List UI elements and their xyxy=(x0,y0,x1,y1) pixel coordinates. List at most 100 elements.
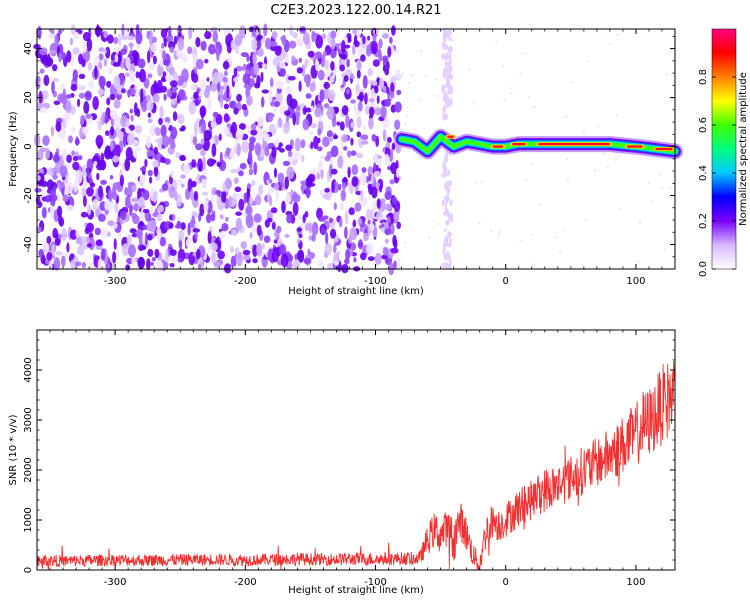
spectrogram-noise-blob xyxy=(344,258,350,265)
spectrogram-noise-blob xyxy=(361,167,367,173)
spectrogram-noise-blob xyxy=(200,106,205,119)
spectrogram-noise-blob xyxy=(356,131,362,138)
spectrogram-noise-blob xyxy=(298,57,302,63)
spectrogram-noise-blob xyxy=(42,135,50,147)
spectrogram-noise-blob xyxy=(202,191,209,196)
spectrogram-noise-blob xyxy=(394,101,402,113)
spectrogram-speck xyxy=(618,208,621,211)
spectrogram-noise-blob xyxy=(367,218,371,226)
spectrogram-speck xyxy=(480,180,483,183)
spectrogram-noise-blob xyxy=(70,24,76,36)
spectrogram-noise-blob xyxy=(253,161,258,176)
spectrogram-noise-blob xyxy=(51,81,55,94)
spectrogram-faint-blob xyxy=(449,237,452,245)
spectrogram-noise-blob xyxy=(270,40,278,47)
spectrogram-noise-blob xyxy=(66,50,72,63)
spectrogram-noise-blob xyxy=(70,126,76,133)
spectrogram-faint-blob xyxy=(443,246,446,255)
spectrogram-noise-blob xyxy=(230,245,234,254)
spectrogram-noise-blob xyxy=(113,115,121,128)
spectrogram-noise-blob xyxy=(264,146,270,157)
spectrogram-noise-blob xyxy=(72,155,79,162)
spectrogram-faint-blob xyxy=(447,180,452,187)
spectrogram-y-tick-label: -40 xyxy=(23,236,34,252)
spectrogram-noise-blob xyxy=(124,195,131,209)
spectrogram-noise-blob xyxy=(360,54,366,62)
spectrogram-noise-blob xyxy=(321,33,327,40)
spectrogram-noise-blob xyxy=(124,187,128,196)
spectrogram-noise-blob xyxy=(168,243,173,248)
spectrogram-noise-blob xyxy=(94,65,98,79)
spectrogram-noise-blob xyxy=(125,264,131,271)
spectrogram-noise-blob xyxy=(86,243,93,248)
spectrogram-noise-blob xyxy=(387,46,392,58)
spectrogram-noise-blob xyxy=(322,194,330,200)
spectrogram-noise-blob xyxy=(133,52,138,66)
spectrogram-noise-blob xyxy=(311,30,316,43)
spectrogram-noise-blob xyxy=(247,200,251,214)
spectrogram-faint-blob xyxy=(444,60,448,67)
spectrogram-noise-blob xyxy=(114,144,121,159)
spectrogram-noise-blob xyxy=(195,143,203,151)
spectrogram-speck xyxy=(639,221,641,224)
spectrogram-noise-blob xyxy=(359,172,367,187)
spectrogram-faint-blob xyxy=(443,35,447,43)
spectrogram-noise-blob xyxy=(146,149,152,157)
spectrogram-noise-blob xyxy=(255,127,263,141)
spectrogram-y-axis-label: Frequency (Hz) xyxy=(8,111,19,187)
spectrogram-noise-blob xyxy=(234,247,240,255)
spectrogram-noise-blob xyxy=(360,252,367,261)
spectrogram-noise-blob xyxy=(314,58,319,71)
spectrogram-noise-blob xyxy=(131,212,137,219)
spectrogram-noise-blob xyxy=(210,159,217,164)
spectrogram-noise-blob xyxy=(394,119,401,131)
spectrogram-noise-blob xyxy=(152,55,157,65)
spectrogram-noise-blob xyxy=(319,155,327,160)
spectrogram-noise-blob xyxy=(202,156,206,171)
spectrogram-noise-blob xyxy=(371,186,378,199)
spectrogram-noise-blob xyxy=(78,92,86,99)
spectrogram-noise-blob xyxy=(89,182,96,188)
spectrogram-noise-blob xyxy=(393,212,399,222)
spectrogram-noise-blob xyxy=(296,67,303,74)
spectrogram-noise-blob xyxy=(258,184,264,196)
spectrogram-speck xyxy=(401,73,404,76)
spectrogram-noise-blob xyxy=(235,217,242,231)
spectrogram-noise-blob xyxy=(73,180,78,193)
spectrogram-noise-blob xyxy=(315,34,323,49)
spectrogram-noise-blob xyxy=(135,228,143,239)
spectrogram-noise-blob xyxy=(338,183,342,191)
spectrogram-noise-blob xyxy=(223,126,230,135)
spectrogram-noise-blob xyxy=(264,133,270,143)
spectrogram-noise-blob xyxy=(274,138,279,148)
spectrogram-speck xyxy=(615,114,618,117)
spectrogram-noise-blob xyxy=(327,89,336,102)
spectrogram-noise-blob xyxy=(177,37,185,51)
spectrogram-noise-blob xyxy=(356,116,362,129)
spectrogram-noise-blob xyxy=(98,53,104,61)
spectrogram-faint-blob xyxy=(448,36,452,42)
spectrogram-noise-blob xyxy=(86,222,94,233)
spectrogram-noise-blob xyxy=(82,126,90,134)
spectrogram-noise-blob xyxy=(292,201,299,216)
spectrogram-noise-blob xyxy=(252,244,258,257)
spectrogram-noise-blob xyxy=(148,176,153,184)
spectrogram-noise-blob xyxy=(295,38,303,47)
spectrogram-noise-blob xyxy=(238,198,245,211)
spectrogram-noise-blob xyxy=(107,34,114,44)
spectrogram-noise-blob xyxy=(368,117,374,130)
spectrogram-noise-blob xyxy=(303,257,312,265)
spectrogram-noise-blob xyxy=(155,127,161,137)
spectrogram-speck xyxy=(596,124,599,127)
spectrogram-noise-blob xyxy=(118,130,124,142)
spectrogram-noise-blob xyxy=(238,170,244,177)
spectrogram-noise-blob xyxy=(45,147,50,160)
spectrogram-noise-blob xyxy=(121,88,126,94)
spectrogram-faint-blob xyxy=(448,45,453,53)
spectrogram-noise-blob xyxy=(153,83,160,91)
spectrogram-noise-blob xyxy=(333,134,339,140)
spectrogram-noise-blob xyxy=(196,248,201,260)
spectrogram-noise-blob xyxy=(144,232,148,246)
spectrogram-faint-blob xyxy=(444,67,448,74)
spectrogram-noise-blob xyxy=(340,87,346,93)
